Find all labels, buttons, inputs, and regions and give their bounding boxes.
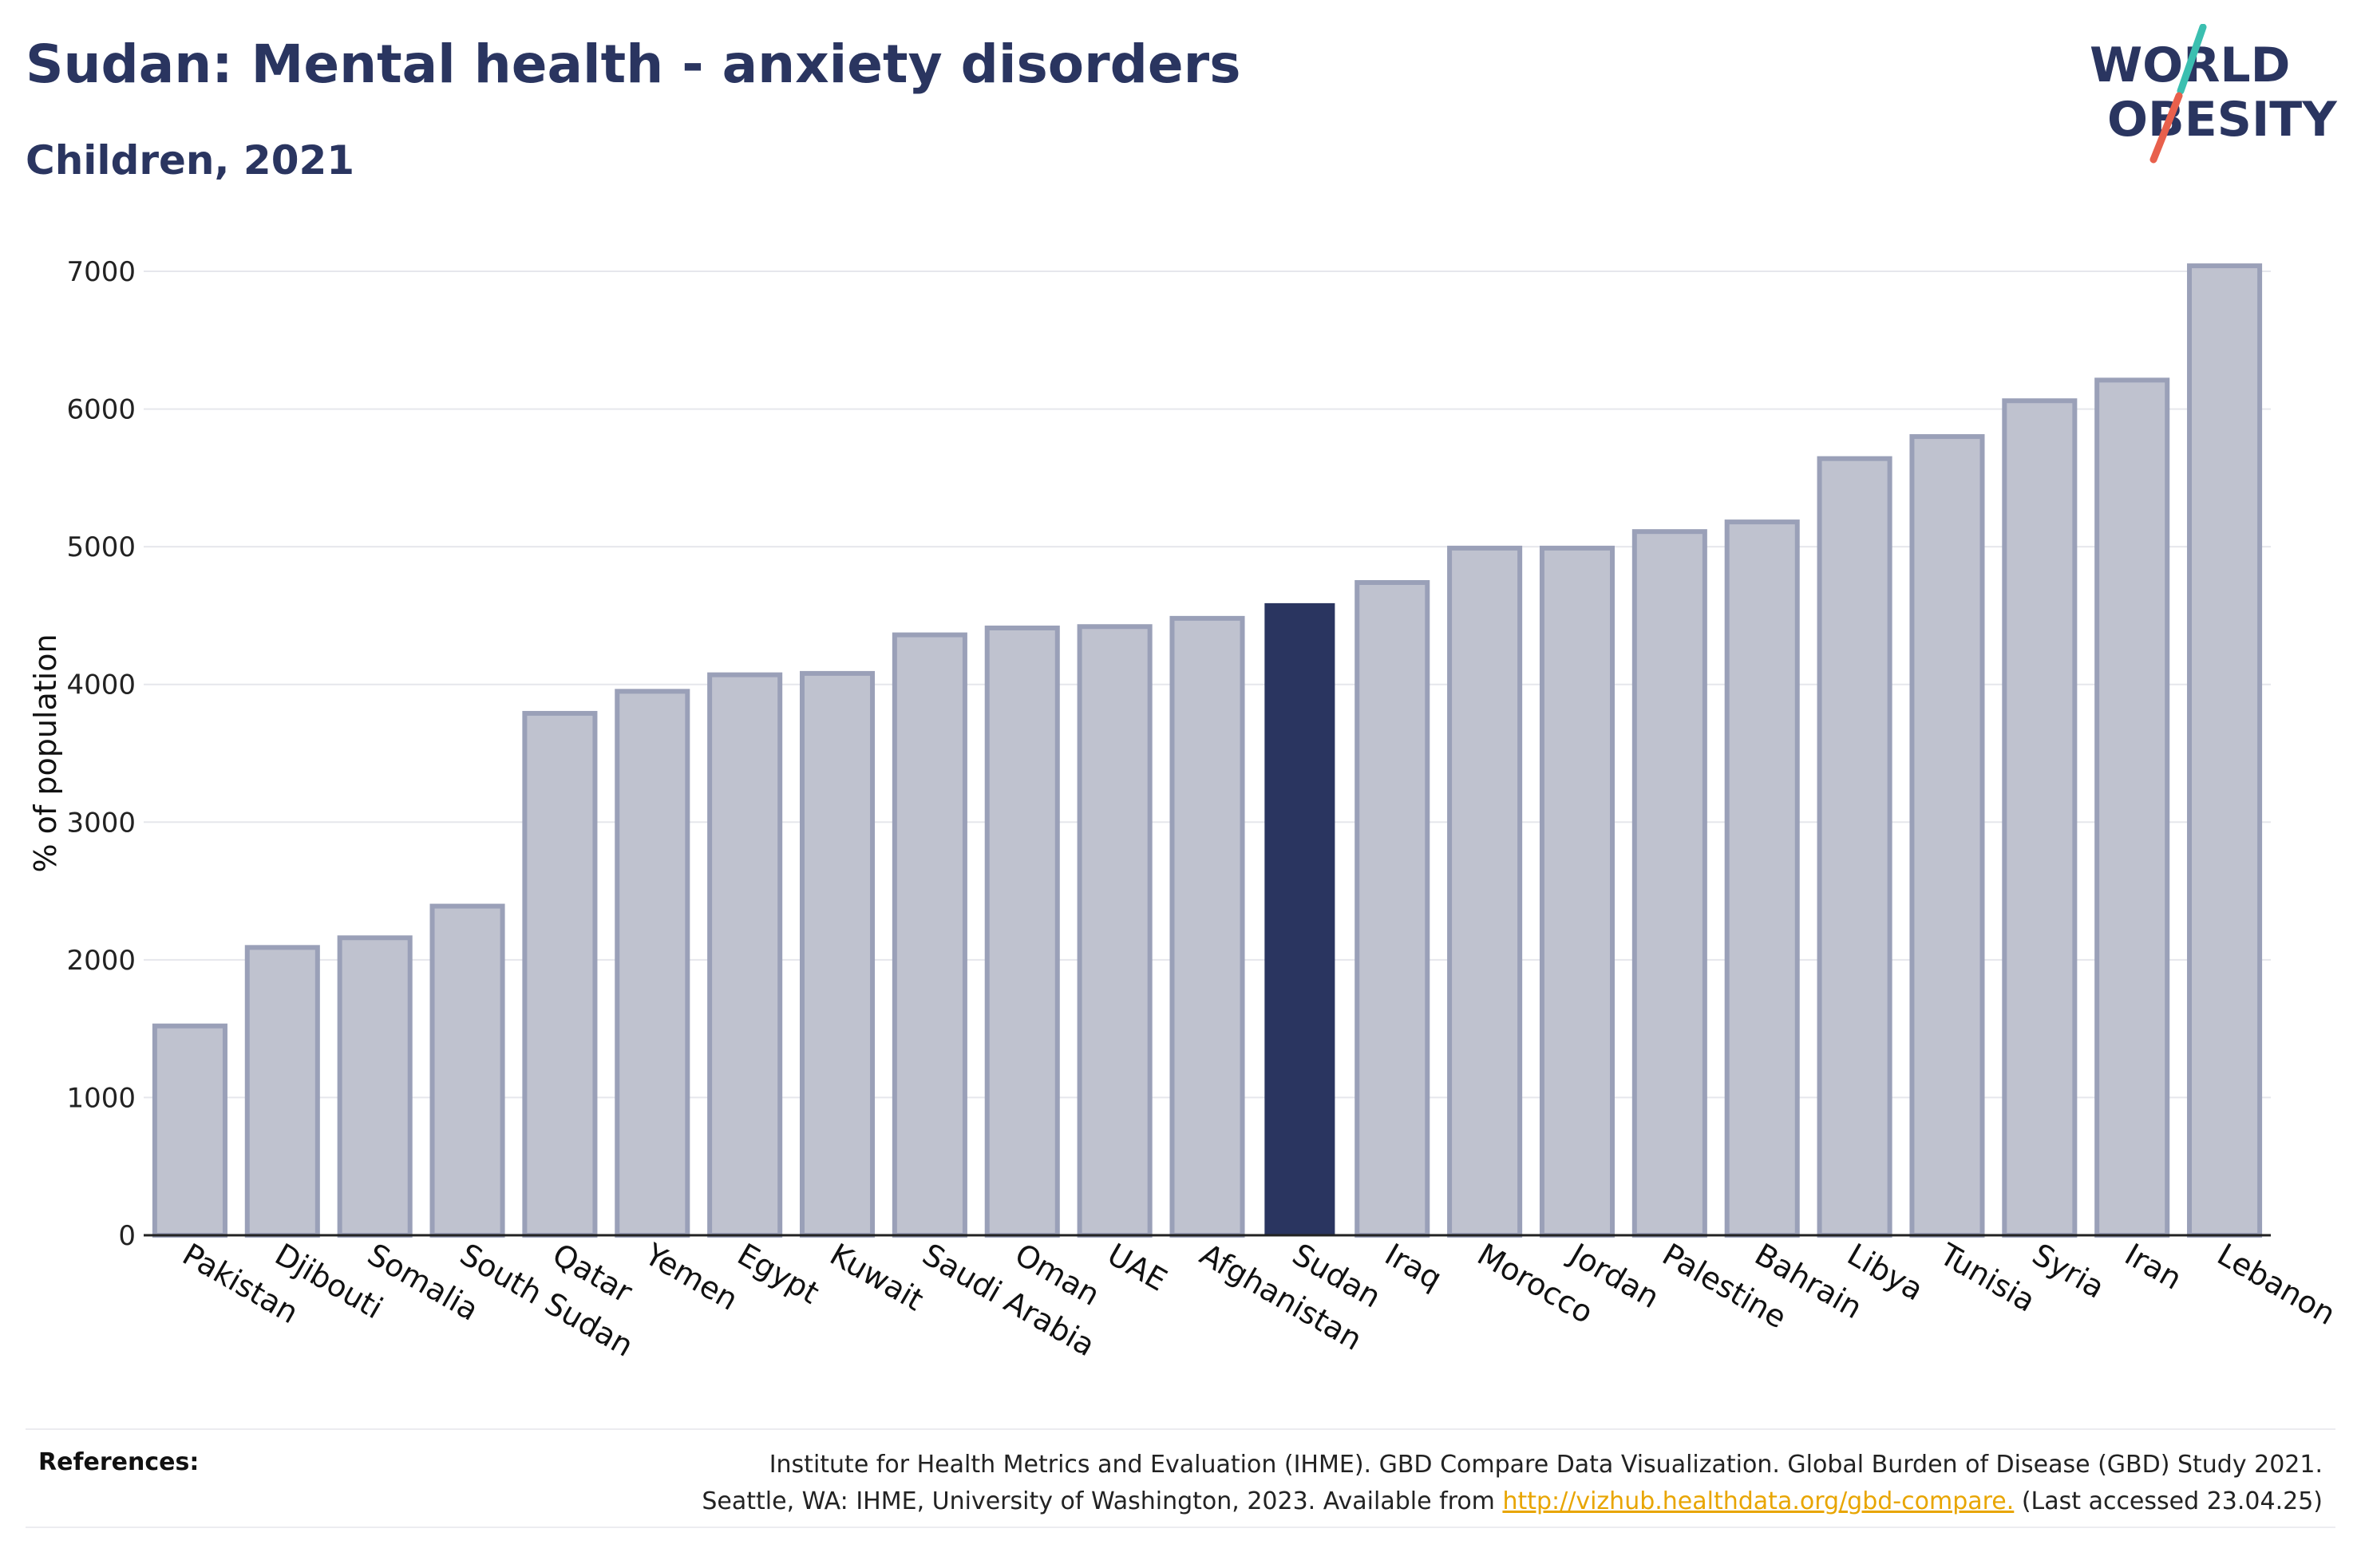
bars: [152, 263, 2263, 1238]
bar-iraq: [1355, 580, 1430, 1238]
x-tick-label: Yemen: [639, 1236, 744, 1317]
bar-pakistan: [152, 1023, 227, 1238]
x-tick-label: Iran: [2119, 1237, 2188, 1297]
bar-iran: [2094, 377, 2170, 1238]
logo-slash-bottom: [2149, 92, 2183, 164]
bar-palestine: [1631, 529, 1707, 1238]
bar-saudi-arabia: [892, 632, 967, 1238]
y-tick-label: 4000: [66, 669, 136, 701]
y-tick-label: 6000: [66, 394, 136, 426]
y-tick-label: 0: [118, 1220, 136, 1252]
x-tick-label: Egypt: [732, 1237, 825, 1311]
bar-south-sudan: [429, 903, 505, 1238]
references-line-2-suffix: (Last accessed 23.04.25): [2014, 1487, 2323, 1515]
x-tick-label: UAE: [1101, 1237, 1173, 1298]
bar-lebanon: [2187, 263, 2263, 1238]
x-tick-label: Syria: [2027, 1237, 2110, 1305]
world-obesity-logo: WORLD OBESITY: [2090, 24, 2338, 164]
references-text: Institute for Health Metrics and Evaluat…: [702, 1447, 2323, 1520]
logo-slash-top: [2177, 24, 2207, 95]
y-tick-label: 3000: [66, 807, 136, 839]
y-axis-label: % of population: [28, 634, 63, 872]
bar-sudan: [1264, 602, 1335, 1235]
y-tick-label: 7000: [66, 256, 136, 288]
bar-tunisia: [1909, 434, 1985, 1238]
bar-chart: 0 1000 2000 3000 4000 5000 6000 7000 PakistanDj…: [28, 256, 2341, 1364]
bar-djibouti: [244, 945, 320, 1238]
references-line-2-prefix: Seattle, WA: IHME, University of Washing…: [702, 1487, 1503, 1515]
y-tick-label: 1000: [66, 1082, 136, 1114]
bar-morocco: [1447, 545, 1523, 1238]
y-tick-label: 2000: [66, 945, 136, 977]
references-line-1: Institute for Health Metrics and Evaluat…: [769, 1451, 2323, 1479]
chart-title: Sudan: Mental health - anxiety disorders: [26, 34, 1241, 95]
bar-syria: [2002, 398, 2078, 1238]
bar-qatar: [522, 710, 598, 1238]
references-line-2: Seattle, WA: IHME, University of Washing…: [702, 1483, 2323, 1520]
bar-egypt: [707, 672, 783, 1238]
chart-subtitle: Children, 2021: [26, 137, 355, 184]
y-tick-labels: 0 1000 2000 3000 4000 5000 6000 7000: [66, 256, 136, 1252]
x-tick-label: Tunisia: [1933, 1236, 2041, 1319]
references-divider-bottom: [26, 1527, 2335, 1528]
bar-jordan: [1539, 545, 1616, 1238]
bar-yemen: [615, 689, 690, 1238]
x-tick-label: Lebanon: [2212, 1237, 2342, 1332]
y-tick-label: 5000: [66, 531, 136, 563]
references-divider-top: [26, 1428, 2335, 1430]
bar-uae: [1077, 624, 1153, 1238]
bar-oman: [984, 625, 1060, 1238]
bar-afghanistan: [1169, 615, 1245, 1238]
references-link[interactable]: http://vizhub.healthdata.org/gbd-compare…: [1502, 1487, 2015, 1515]
logo-word-obesity: OBESITY: [2107, 92, 2338, 148]
references-label: References:: [38, 1448, 200, 1476]
x-tick-label: Kuwait: [825, 1237, 930, 1318]
bar-bahrain: [1724, 519, 1800, 1238]
bar-kuwait: [799, 670, 876, 1238]
x-tick-label: Iraq: [1379, 1237, 1448, 1297]
bar-somalia: [337, 935, 413, 1238]
bar-libya: [1817, 456, 1892, 1238]
